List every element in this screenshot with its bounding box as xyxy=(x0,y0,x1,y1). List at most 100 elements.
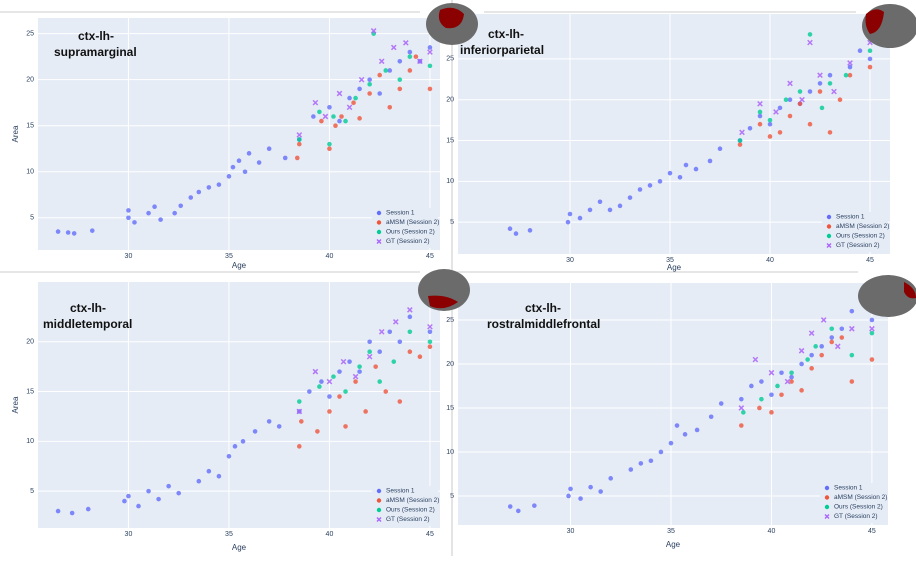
legend-label: GT (Session 2) xyxy=(834,513,878,520)
scatter-point xyxy=(377,349,383,355)
legend-label: Session 1 xyxy=(834,485,863,492)
chart-title: ctx-lh- xyxy=(525,301,561,315)
scatter-point xyxy=(807,39,813,46)
scatter-point xyxy=(390,44,397,51)
scatter-point xyxy=(282,155,288,161)
scatter-point xyxy=(608,476,614,481)
legend-marker xyxy=(826,224,832,229)
scatter-point xyxy=(136,503,141,509)
legend-marker xyxy=(376,210,382,216)
scatter-point xyxy=(869,330,875,336)
legend-marker xyxy=(376,220,382,225)
x-tick-label: 35 xyxy=(225,253,233,260)
scatter-point xyxy=(773,109,779,115)
scatter-point xyxy=(847,60,853,66)
scatter-point xyxy=(312,368,319,375)
scatter-point xyxy=(507,226,513,231)
scatter-point xyxy=(327,146,332,152)
chart-panel: 30 35 40 45 5 10 15 20 Age Area Session 1 aMSM (Ses… xyxy=(11,282,440,552)
scatter-point xyxy=(206,185,212,190)
scatter-point xyxy=(299,419,304,424)
scatter-point xyxy=(397,58,403,64)
scatter-point xyxy=(737,142,743,147)
x-tick-label: 40 xyxy=(768,528,776,535)
scatter-point xyxy=(196,478,202,484)
legend-marker xyxy=(824,495,830,500)
scatter-point xyxy=(206,468,212,474)
scatter-point xyxy=(799,388,804,393)
scatter-point xyxy=(327,105,332,110)
scatter-point xyxy=(413,54,419,59)
scatter-point xyxy=(578,496,583,501)
legend-label: aMSM (Session 2) xyxy=(836,223,889,230)
legend-marker xyxy=(824,504,830,510)
scatter-point xyxy=(738,405,745,411)
x-tick-label: 30 xyxy=(566,257,574,264)
legend-label: Session 1 xyxy=(836,214,865,221)
scatter-point xyxy=(296,132,303,138)
scatter-point xyxy=(718,401,724,406)
scatter-point xyxy=(867,56,873,62)
scatter-point xyxy=(843,72,849,78)
scatter-point xyxy=(297,399,302,404)
scatter-point xyxy=(172,210,177,216)
scatter-point xyxy=(658,449,664,455)
scatter-point xyxy=(236,158,242,163)
scatter-point xyxy=(807,32,813,37)
scatter-point xyxy=(789,370,794,376)
chart-title: supramarginal xyxy=(54,45,137,59)
scatter-point xyxy=(834,343,841,350)
scatter-point xyxy=(387,329,393,335)
scatter-point xyxy=(427,329,433,335)
scatter-point xyxy=(377,91,383,96)
scatter-point xyxy=(353,95,358,101)
scatter-point xyxy=(327,409,332,414)
scatter-point xyxy=(741,410,746,415)
scatter-point xyxy=(617,203,623,209)
legend-label: Ours (Session 2) xyxy=(386,507,435,514)
chart-title: ctx-lh- xyxy=(70,301,106,315)
scatter-point xyxy=(367,81,372,87)
scatter-point xyxy=(637,187,643,192)
scatter-point xyxy=(839,335,845,340)
plot-area xyxy=(458,283,888,525)
scatter-point xyxy=(588,484,593,490)
scatter-point xyxy=(319,118,324,124)
scatter-point xyxy=(156,496,161,502)
x-tick-label: 40 xyxy=(766,257,774,264)
scatter-point xyxy=(847,64,853,70)
scatter-point xyxy=(126,208,131,213)
brain-icon xyxy=(862,4,916,48)
scatter-point xyxy=(326,378,333,385)
x-axis-label: Age xyxy=(232,261,247,270)
scatter-point xyxy=(370,28,377,34)
scatter-point xyxy=(132,220,137,225)
scatter-point xyxy=(366,353,373,360)
scatter-point xyxy=(647,183,653,188)
x-tick-label: 30 xyxy=(125,253,133,260)
scatter-point xyxy=(246,151,252,156)
scatter-point xyxy=(407,49,413,55)
legend-label: GT (Session 2) xyxy=(836,242,880,249)
y-axis-label: Area xyxy=(11,396,20,413)
scatter-point xyxy=(357,364,362,369)
scatter-point xyxy=(188,195,194,200)
scatter-point xyxy=(638,461,644,466)
scatter-point xyxy=(311,114,316,119)
brain-icon xyxy=(858,275,916,317)
legend-marker xyxy=(826,214,832,220)
brain-icon xyxy=(426,3,478,45)
y-tick-label: 25 xyxy=(446,56,454,63)
scatter-point xyxy=(357,86,362,92)
y-tick-label: 20 xyxy=(26,339,34,346)
y-tick-label: 5 xyxy=(30,215,34,222)
scatter-point xyxy=(820,317,827,323)
x-tick-label: 35 xyxy=(667,528,675,535)
scatter-point xyxy=(827,72,833,78)
brain-icon xyxy=(418,269,470,311)
scatter-point xyxy=(383,68,389,73)
scatter-point xyxy=(849,325,855,332)
scatter-point xyxy=(627,195,633,200)
scatter-point xyxy=(739,423,744,428)
